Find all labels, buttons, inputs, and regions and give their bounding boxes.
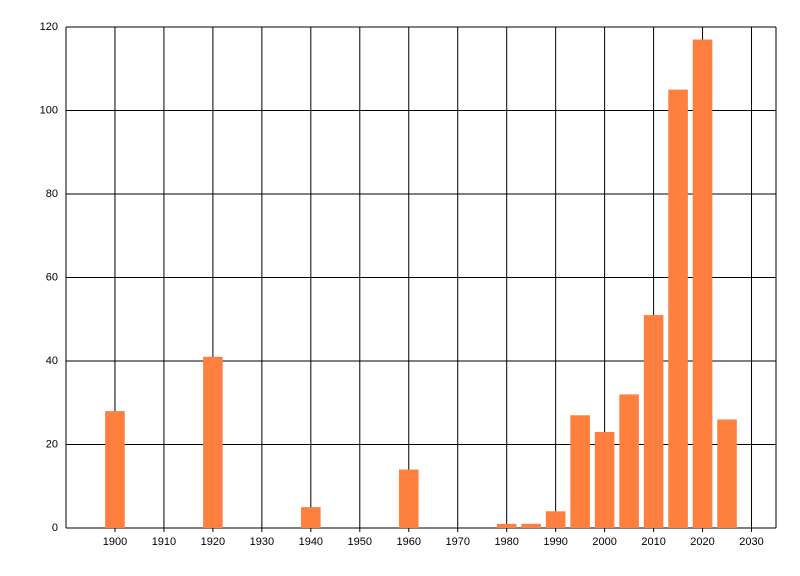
x-tick-label: 1960: [397, 536, 421, 548]
y-tick-label: 100: [40, 104, 58, 116]
bar: [619, 394, 639, 528]
x-tick-label: 1940: [299, 536, 323, 548]
x-tick-label: 1970: [445, 536, 469, 548]
bar: [301, 507, 321, 528]
bar: [105, 411, 125, 528]
x-tick-label: 1920: [201, 536, 225, 548]
x-tick-label: 2010: [641, 536, 665, 548]
bar: [594, 431, 615, 528]
bar: [203, 356, 223, 528]
x-tick-label: 1980: [494, 536, 518, 548]
bar: [398, 469, 419, 528]
x-tick-label: 1950: [348, 536, 372, 548]
bar: [692, 39, 713, 529]
y-tick-label: 60: [46, 271, 58, 283]
y-tick-label: 40: [46, 355, 58, 367]
x-tick-label: 1900: [103, 536, 127, 548]
y-tick-label: 120: [40, 21, 58, 33]
bar: [496, 523, 517, 528]
x-tick-label: 1930: [250, 536, 274, 548]
bar: [521, 523, 541, 528]
bar: [643, 315, 664, 528]
x-tick-label: 2020: [690, 536, 714, 548]
x-tick-label: 2030: [739, 536, 763, 548]
bar: [570, 415, 590, 528]
x-tick-label: 1910: [152, 536, 176, 548]
y-tick-label: 20: [46, 438, 58, 450]
bar: [668, 89, 688, 528]
bar: [545, 511, 566, 528]
x-tick-label: 2000: [592, 536, 616, 548]
bar: [717, 419, 737, 528]
y-tick-label: 0: [52, 522, 58, 534]
x-tick-label: 1990: [543, 536, 567, 548]
y-tick-label: 80: [46, 188, 58, 200]
